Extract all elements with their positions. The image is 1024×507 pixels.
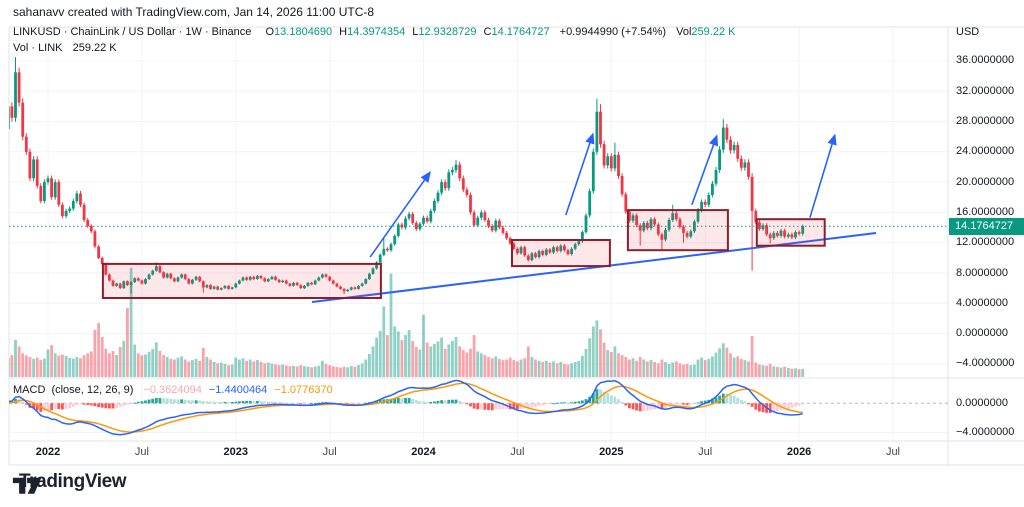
time-axis-label: Jul [698,446,713,458]
ohlc-label: H [339,26,348,38]
macd-value: −1.0776370 [274,384,333,396]
change-value: +0.9944990 (+7.54%) [559,26,667,38]
vol-value: 259.22 K [691,26,736,38]
tradingview-logo-text: TradingView [19,471,127,492]
tradingview-logo-icon [12,477,42,494]
time-axis-label: Jul [134,446,149,458]
time-axis-label: 2023 [223,446,248,458]
macd-value: −1.4400464 [208,384,268,396]
price-axis-label: 24.0000000 [956,145,1015,158]
time-axis-label: Jul [885,446,900,458]
macd-title: MACD [13,384,46,396]
price-axis-label: 12.0000000 [956,236,1015,249]
volume-study-label: Vol · LINK [13,42,63,54]
volume-study-value: 259.22 K [72,42,117,54]
macd-params: (close, 12, 26, 9) [51,384,134,396]
time-axis-label: 2022 [35,446,61,458]
price-axis-label: 0.0000000 [956,396,1008,409]
time-axis-label: 2026 [786,446,812,458]
symbol-legend-row[interactable]: LINKUSD · ChainLink / US Dollar · 1W · B… [13,26,735,38]
symbol-title: LINKUSD · ChainLink / US Dollar · 1W · B… [13,26,252,38]
price-axis-label: −4.0000000 [956,357,1015,370]
vol-label: Vol [676,26,692,38]
attribution-watermark: sahanavv created with TradingView.com, J… [13,5,375,19]
ohlc-values: O13.1804690 H14.3974354 L12.9328729 C14.176… [258,26,549,38]
macd-legend-row[interactable]: MACD (close, 12, 26, 9) −0.3624094 −1.440… [13,384,333,396]
macd-value: −0.3624094 [143,384,202,396]
ohlc-value: 13.1804690 [274,26,333,38]
ohlc-value: 14.3974354 [347,26,406,38]
price-axis-label: −4.0000000 [956,426,1015,439]
ohlc-value: 14.1764727 [491,26,550,38]
ohlc-label: O [265,26,275,38]
price-axis-label: 20.0000000 [956,175,1015,188]
price-axis-label: 0.0000000 [956,327,1008,340]
ohlc-label: L [412,26,419,38]
time-axis-label: 2024 [411,446,436,458]
volume-legend-row[interactable]: Vol · LINK 259.22 K [13,42,117,54]
price-axis-currency: USD [956,26,980,38]
macd-values: −0.3624094 −1.4400464 −1.0776370 [136,384,332,396]
price-axis-label: 8.0000000 [956,266,1008,279]
price-axis-label: 32.0000000 [956,84,1015,97]
ohlc-value: 12.9328729 [418,26,477,38]
time-axis-label: Jul [510,446,525,458]
price-axis-label: 36.0000000 [956,54,1015,67]
price-axis-label: 28.0000000 [956,115,1015,127]
current-price-label: 14.1764727 [949,217,1024,235]
time-axis-label: 2025 [599,446,624,458]
time-axis-label: Jul [322,446,337,458]
ohlc-label: C [483,26,492,38]
price-axis-label: 16.0000000 [956,205,1015,218]
tradingview-logo[interactable]: TradingView [12,471,127,494]
price-axis-label: 4.0000000 [956,296,1008,309]
